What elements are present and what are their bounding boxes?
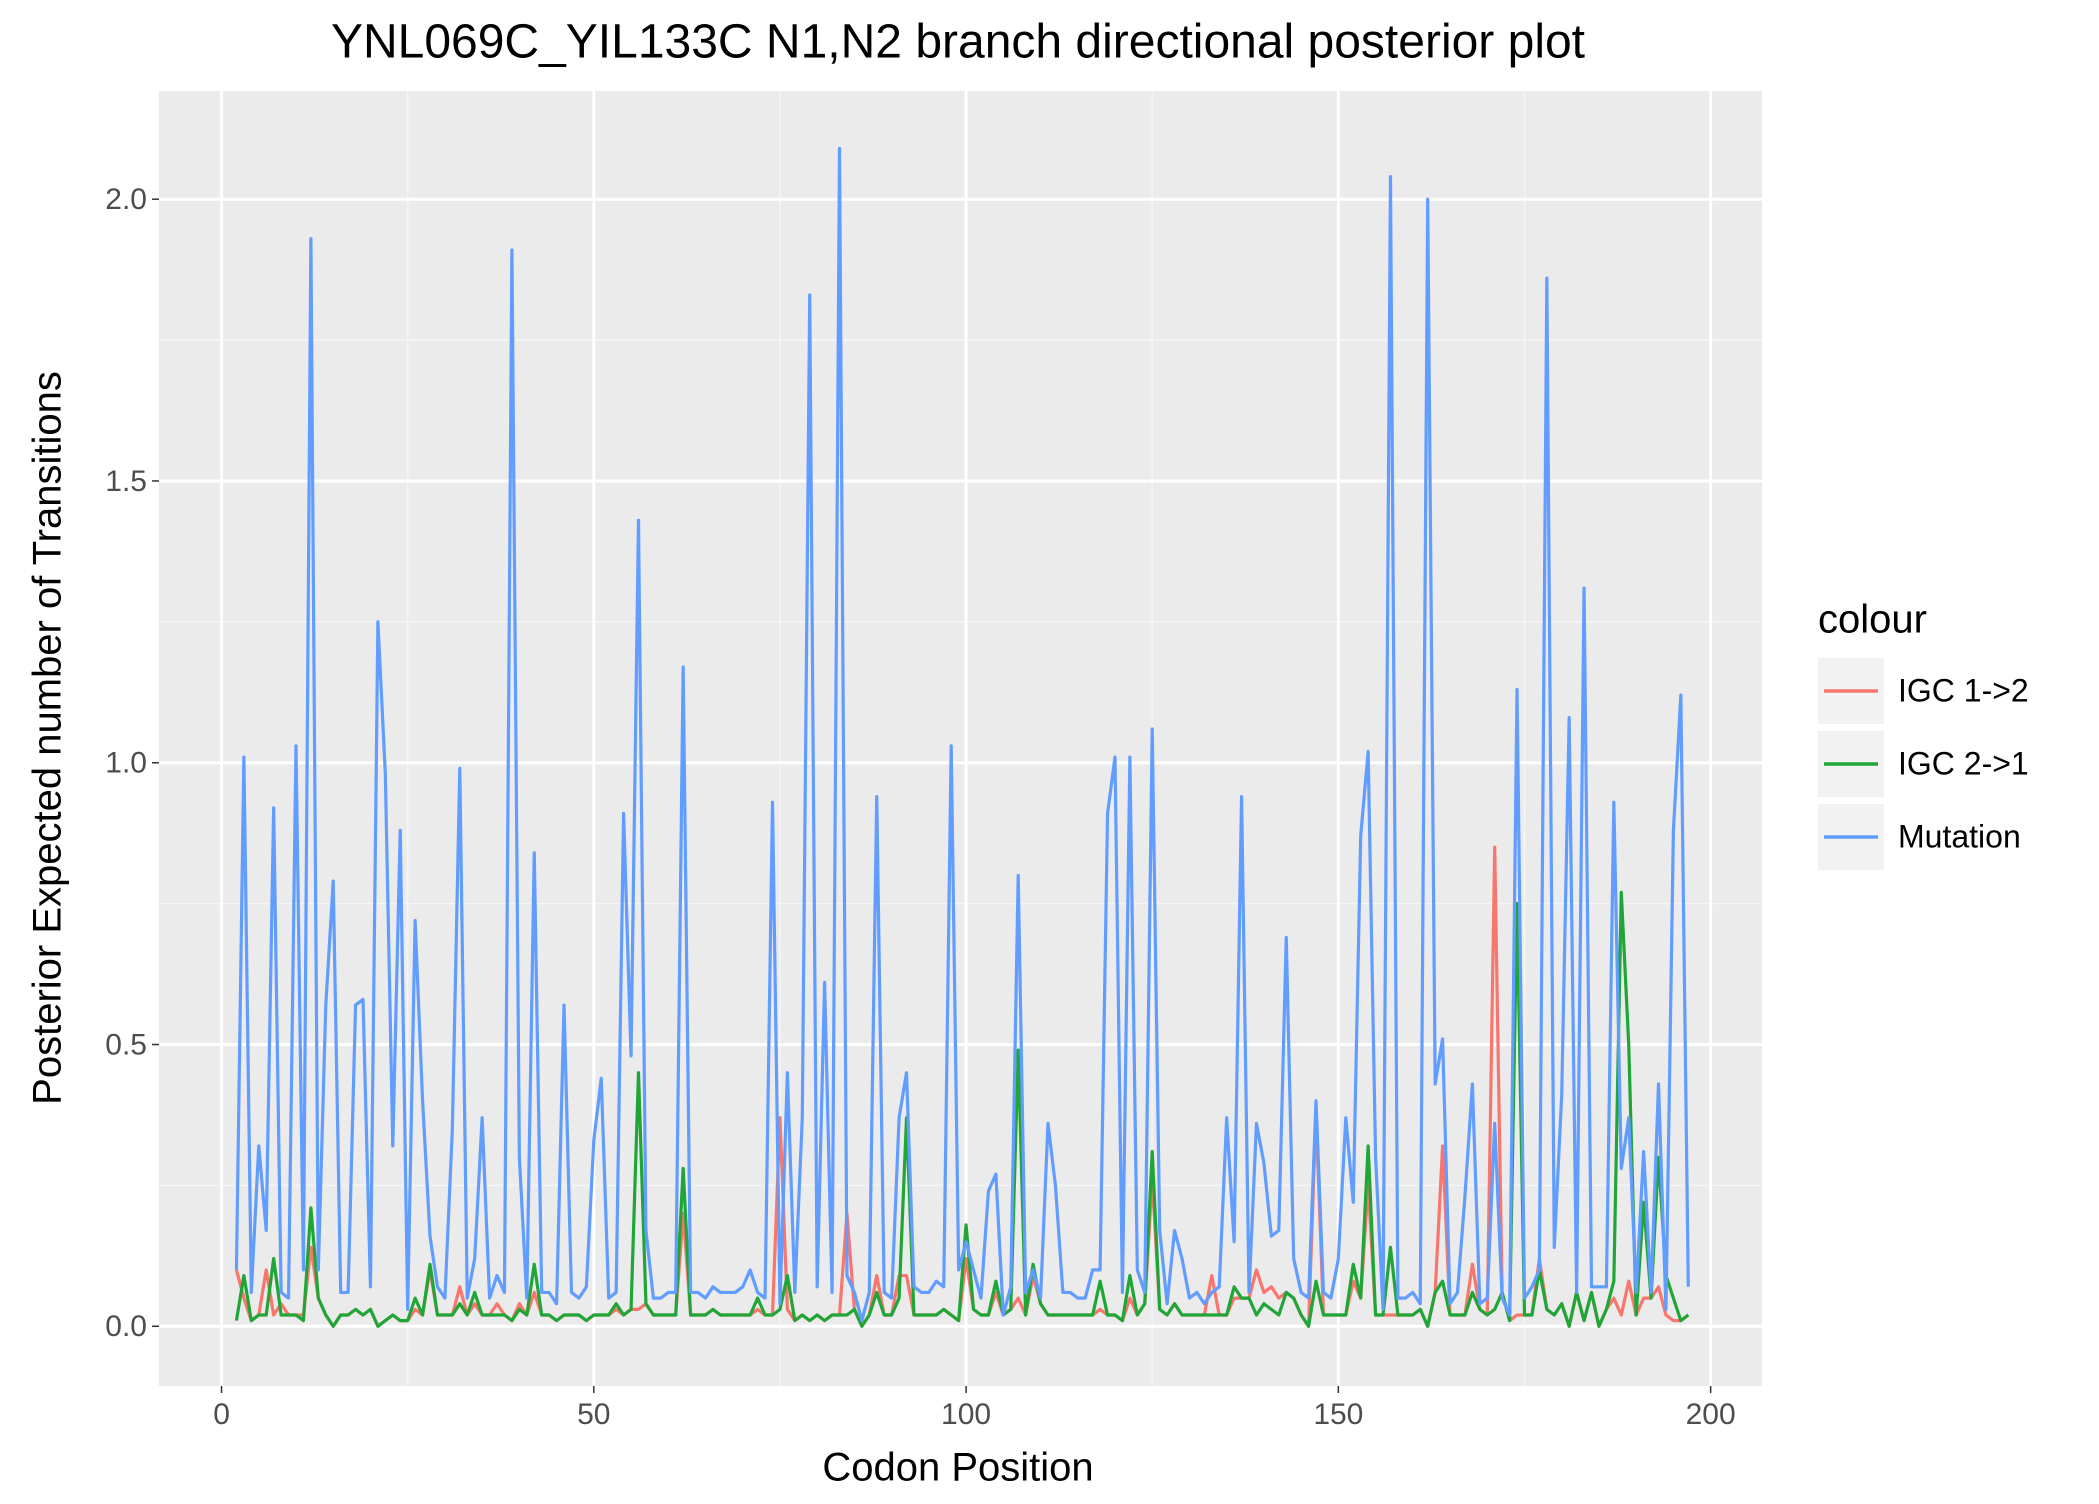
legend-label: IGC 1->2	[1898, 672, 2029, 708]
series-line	[234, 890, 1690, 1328]
x-axis-title: Codon Position	[822, 1446, 1093, 1490]
y-tick-label: 2.0	[105, 183, 147, 216]
y-tick-label: 1.0	[105, 747, 147, 780]
x-tick-label: 200	[1686, 1398, 1736, 1431]
y-axis-title: Posterior Expected number of Transitions	[26, 371, 70, 1105]
x-tick-label: 150	[1313, 1398, 1363, 1431]
x-tick-label: 50	[577, 1398, 610, 1431]
y-tick-label: 1.5	[105, 465, 147, 498]
x-tick-label: 0	[213, 1398, 230, 1431]
chart-title: YNL069C_YIL133C N1,N2 branch directional…	[331, 16, 1585, 69]
series-line	[234, 146, 1690, 1323]
y-tick-label: 0.5	[105, 1028, 147, 1061]
legend-label: Mutation	[1898, 818, 2021, 854]
legend-title: colour	[1818, 598, 1927, 642]
x-tick-label: 100	[941, 1398, 991, 1431]
legend-label: IGC 2->1	[1898, 745, 2029, 781]
y-tick-label: 0.0	[105, 1310, 147, 1343]
